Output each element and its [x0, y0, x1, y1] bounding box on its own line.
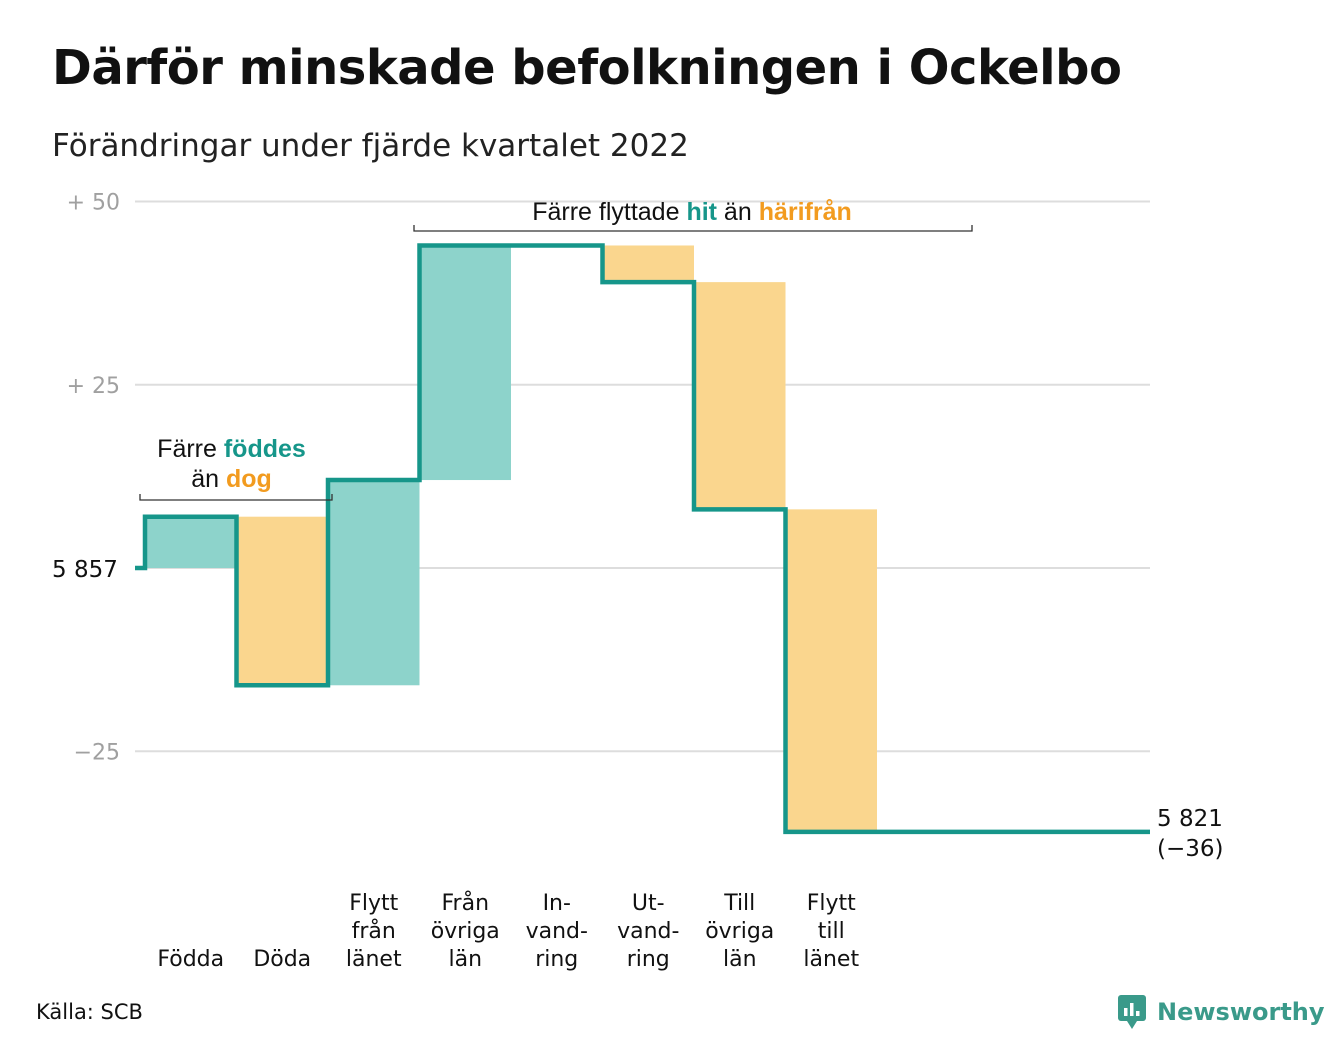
waterfall-bar: [419, 245, 511, 481]
annotation-text-part: Färre: [157, 435, 224, 463]
end-value-label: 5 821: [1157, 806, 1223, 832]
annotation-births-deaths-line1: Färre föddes: [157, 435, 306, 463]
bars-layer: [145, 245, 877, 832]
waterfall-bar: [236, 516, 328, 686]
category-label-line: ring: [627, 947, 670, 972]
annotation-text-part: härifrån: [759, 198, 852, 226]
annotation-bracket-births-deaths: [139, 494, 333, 501]
waterfall-bar: [145, 516, 237, 568]
category-label-line: från: [352, 918, 396, 944]
category-label: Födda: [157, 947, 224, 972]
y-tick-label: + 50: [67, 191, 120, 216]
category-label: Från övriga län: [431, 890, 500, 972]
category-label-line: övriga: [431, 919, 500, 944]
waterfall-bar: [602, 245, 694, 283]
end-change-label: (−36): [1157, 836, 1223, 862]
category-label-line: länet: [346, 947, 402, 972]
brand-name: Newsworthy: [1157, 998, 1325, 1026]
category-label-line: ring: [535, 947, 578, 972]
annotation-text-part: än: [191, 465, 226, 493]
category-label: Ut-vand-ring: [617, 891, 679, 972]
waterfall-bar: [785, 509, 877, 832]
annotation-migration-line1: Färre flyttade hit än härifrån: [532, 198, 852, 226]
category-label-line: Till: [723, 891, 755, 916]
category-label-line: länet: [803, 947, 859, 972]
cumulative-step-line: [135, 243, 1150, 835]
category-label-line: Från: [441, 890, 489, 916]
waterfall-bar: [694, 282, 786, 510]
category-label: Flytt från länet: [346, 891, 402, 972]
line-layer: [135, 243, 1150, 835]
annotation-text-part: än: [717, 198, 759, 226]
newsworthy-logo-icon: [1118, 995, 1146, 1029]
category-label: Till övriga län: [705, 891, 774, 972]
category-label: In-vand-ring: [526, 891, 588, 972]
annotation-births-deaths-line2: än dog: [191, 465, 272, 493]
y-tick-label: + 25: [67, 374, 120, 399]
chart-subtitle: Förändringar under fjärde kvartalet 2022: [52, 128, 689, 164]
source-note: Källa: SCB: [36, 1000, 143, 1024]
category-label-line: Döda: [253, 947, 311, 972]
category-label-line: Födda: [157, 947, 224, 972]
annotation-bracket-migration: [413, 225, 973, 232]
annotation-text-part: Färre flyttade: [532, 198, 686, 226]
y-tick-label: −25: [74, 740, 120, 765]
category-label-line: Flytt: [349, 891, 398, 916]
category-label-line: In-: [543, 891, 571, 916]
baseline-label: 5 857: [52, 557, 118, 583]
category-label-line: till: [818, 919, 845, 944]
brand-logo[interactable]: Newsworthy: [1117, 992, 1325, 1032]
category-label: Flytt till länet: [803, 891, 859, 972]
annotation-text-part: föddes: [224, 435, 306, 463]
category-label-line: vand-: [617, 919, 679, 944]
grid-layer: + 50 + 25 −25: [67, 191, 1150, 765]
category-label-line: övriga: [705, 919, 774, 944]
category-label: Döda: [253, 947, 311, 972]
annotation-text-part: dog: [226, 465, 272, 493]
annotation-text-part: hit: [686, 198, 717, 226]
waterfall-bar: [328, 480, 420, 686]
category-label-line: vand-: [526, 919, 588, 944]
category-label-line: län: [723, 947, 757, 972]
category-label-line: Flytt: [807, 891, 856, 916]
category-label-line: län: [448, 947, 482, 972]
chart-title: Därför minskade befolkningen i Ockelbo: [52, 40, 1122, 96]
category-label-line: Ut-: [632, 891, 665, 916]
